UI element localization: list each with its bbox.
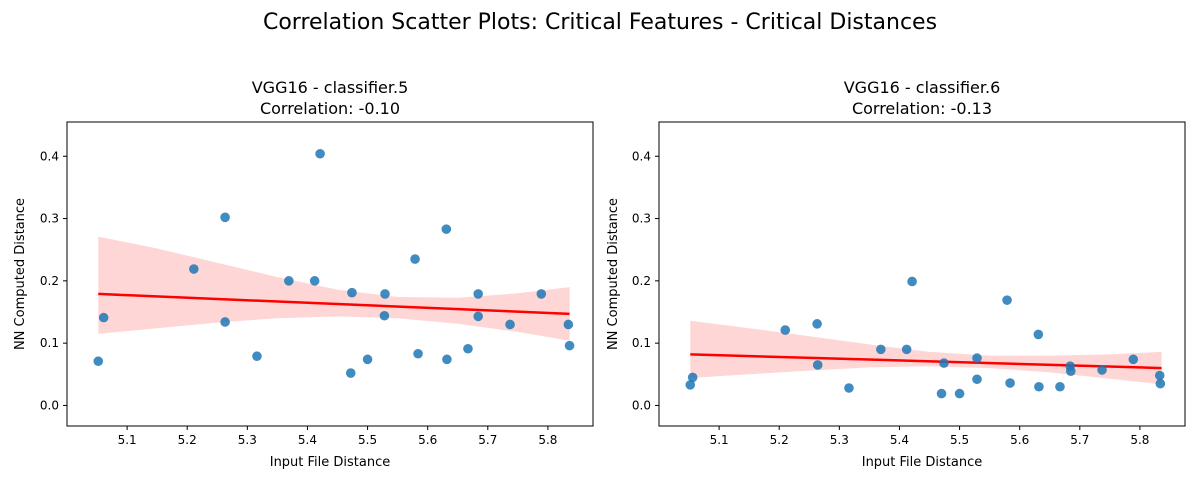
left-scatter-point bbox=[379, 310, 390, 321]
right-scatter-point bbox=[1005, 378, 1015, 388]
right-scatter-point bbox=[972, 374, 982, 385]
right-scatter-point bbox=[1002, 295, 1012, 305]
left-regression-line bbox=[98, 292, 570, 316]
right-scatter-point bbox=[1065, 366, 1076, 376]
right-scatter-point bbox=[780, 325, 791, 335]
left-scatter-point bbox=[362, 354, 373, 365]
right-x-axis-label: Input File Distance bbox=[862, 455, 983, 470]
left-scatter-point bbox=[189, 264, 199, 274]
left-scatter-point bbox=[98, 312, 109, 323]
right-x-tick-label: 5.7 bbox=[1070, 433, 1089, 447]
right-scatter-point bbox=[1034, 381, 1044, 392]
right-y-tick-label: 0.3 bbox=[632, 212, 651, 226]
left-scatter-point bbox=[505, 319, 515, 330]
left-x-tick-label: 5.8 bbox=[538, 433, 557, 447]
right-scatter-point bbox=[812, 360, 823, 370]
left-scatter-point bbox=[410, 254, 420, 264]
left-plot-frame bbox=[66, 121, 594, 427]
right-scatter-point bbox=[685, 380, 696, 390]
left-scatter-point bbox=[347, 287, 357, 298]
right-scatter-point bbox=[1033, 329, 1044, 340]
left-scatter-point bbox=[284, 276, 294, 286]
right-scatter-point bbox=[876, 344, 886, 355]
left-x-axis-label: Input File Distance bbox=[270, 455, 391, 470]
left-scatter-panel: VGG16 - classifier.5 Correlation: -0.10 … bbox=[13, 78, 594, 470]
figure-title: Correlation Scatter Plots: Critical Feat… bbox=[263, 10, 937, 35]
right-scatter-point bbox=[1097, 365, 1107, 375]
left-x-tick-label: 5.3 bbox=[238, 433, 257, 447]
right-scatter-point bbox=[1155, 378, 1166, 389]
left-scatter-point bbox=[413, 348, 423, 359]
left-x-tick-label: 5.2 bbox=[178, 433, 197, 447]
left-scatter-point bbox=[536, 289, 547, 299]
right-scatter-point bbox=[901, 344, 912, 355]
right-x-tick-label: 5.5 bbox=[950, 433, 969, 447]
right-x-tick-label: 5.6 bbox=[1010, 433, 1029, 447]
right-scatter-point bbox=[844, 383, 854, 393]
right-x-tick-label: 5.4 bbox=[890, 433, 909, 447]
left-scatter-point bbox=[220, 317, 230, 327]
left-scatter-point bbox=[563, 319, 574, 330]
left-scatter-point bbox=[220, 212, 230, 223]
left-scatter-point bbox=[564, 340, 575, 351]
left-x-tick-label: 5.1 bbox=[118, 433, 137, 447]
right-plot-frame bbox=[658, 121, 1186, 427]
left-confidence-band bbox=[98, 236, 570, 341]
left-scatter-point bbox=[345, 368, 356, 378]
left-panel-correlation: Correlation: -0.10 bbox=[260, 99, 400, 118]
left-panel-title: VGG16 - classifier.5 bbox=[252, 78, 409, 97]
right-y-tick-label: 0.4 bbox=[632, 149, 651, 163]
right-scatter-point bbox=[687, 372, 698, 383]
right-scatter-point bbox=[812, 319, 822, 329]
left-scatter-point bbox=[380, 289, 390, 299]
right-scatter-point bbox=[954, 388, 965, 399]
right-scatter-point bbox=[936, 388, 947, 399]
left-scatter-point bbox=[473, 311, 483, 322]
right-confidence-band bbox=[690, 320, 1162, 385]
right-scatter-point bbox=[1055, 381, 1065, 392]
right-y-tick-label: 0.2 bbox=[632, 274, 651, 288]
right-x-tick-label: 5.8 bbox=[1130, 433, 1149, 447]
right-y-tick-label: 0.0 bbox=[632, 398, 651, 412]
left-x-tick-label: 5.4 bbox=[298, 433, 317, 447]
left-scatter-point bbox=[463, 343, 473, 354]
right-scatter-panel: VGG16 - classifier.6 Correlation: -0.13 … bbox=[606, 78, 1186, 470]
left-x-tick-label: 5.5 bbox=[358, 433, 377, 447]
left-scatter-point bbox=[93, 356, 104, 367]
left-y-tick-label: 0.3 bbox=[40, 212, 59, 226]
left-x-tick-label: 5.7 bbox=[478, 433, 497, 447]
left-y-axis-label: NN Computed Distance bbox=[13, 198, 28, 350]
left-scatter-point bbox=[473, 289, 483, 299]
right-scatter-point bbox=[939, 358, 949, 368]
right-scatter-point bbox=[1154, 370, 1165, 381]
right-y-tick-label: 0.1 bbox=[632, 336, 651, 350]
left-y-tick-label: 0.2 bbox=[40, 274, 59, 288]
left-scatter-point bbox=[309, 276, 320, 286]
right-panel-title: VGG16 - classifier.6 bbox=[844, 78, 1001, 97]
left-y-tick-label: 0.0 bbox=[40, 398, 59, 412]
right-scatter-point bbox=[972, 353, 982, 363]
right-regression-line bbox=[690, 353, 1162, 370]
left-scatter-point bbox=[315, 148, 325, 159]
right-panel-correlation: Correlation: -0.13 bbox=[852, 99, 992, 118]
right-y-axis-label: NN Computed Distance bbox=[606, 198, 621, 350]
left-y-tick-label: 0.1 bbox=[40, 336, 59, 350]
left-scatter-point bbox=[442, 354, 452, 365]
right-scatter-point bbox=[907, 276, 917, 287]
left-scatter-point bbox=[441, 224, 452, 234]
right-x-tick-label: 5.3 bbox=[830, 433, 849, 447]
right-x-tick-label: 5.2 bbox=[770, 433, 789, 447]
left-y-tick-label: 0.4 bbox=[40, 149, 59, 163]
left-x-tick-label: 5.6 bbox=[418, 433, 437, 447]
left-scatter-point bbox=[252, 351, 262, 362]
right-x-tick-label: 5.1 bbox=[710, 433, 729, 447]
right-scatter-point bbox=[1128, 354, 1139, 365]
